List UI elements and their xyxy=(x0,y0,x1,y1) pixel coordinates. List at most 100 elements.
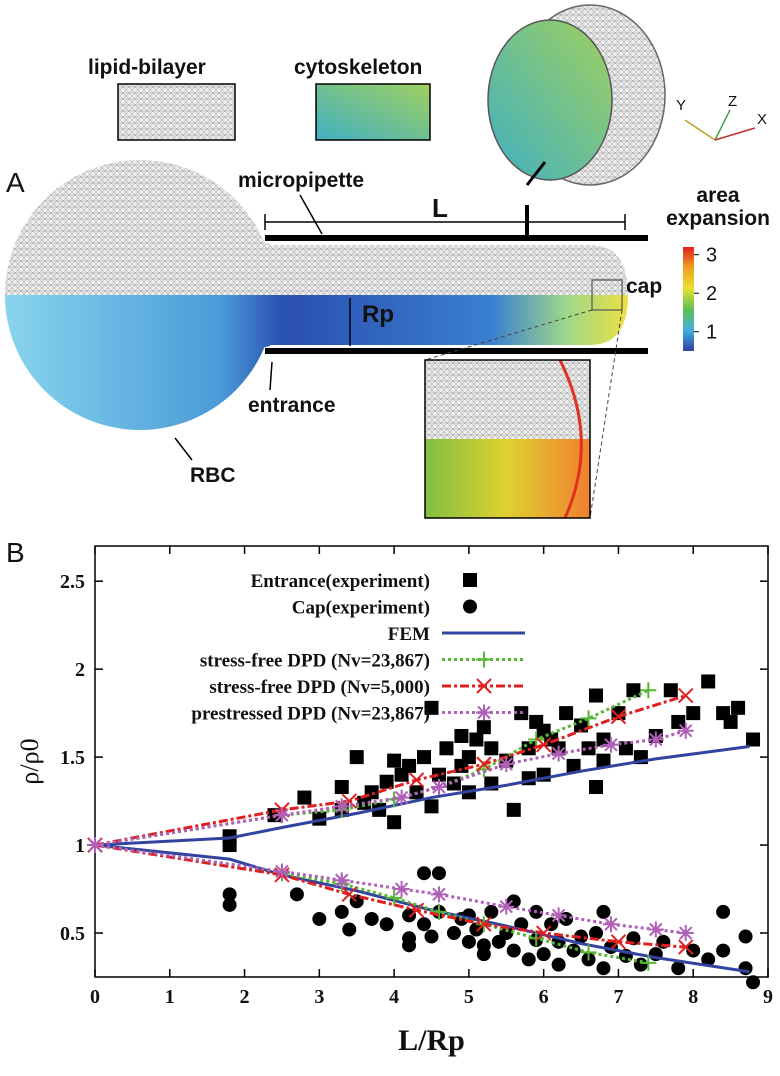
marker xyxy=(678,939,694,955)
marker xyxy=(580,710,597,727)
series-line xyxy=(94,694,687,949)
rbc-shape xyxy=(5,160,628,430)
marker xyxy=(596,961,611,976)
marker xyxy=(446,776,461,791)
marker xyxy=(341,886,357,903)
marker xyxy=(596,732,611,747)
x-tick-label: 1 xyxy=(165,986,175,1008)
marker xyxy=(431,767,446,782)
marker xyxy=(506,802,521,817)
marker xyxy=(677,722,694,739)
marker xyxy=(686,943,701,958)
marker xyxy=(393,881,410,898)
x-tick-label: 9 xyxy=(763,986,773,1008)
marker xyxy=(528,731,545,748)
marker xyxy=(610,708,627,725)
marker xyxy=(334,780,349,795)
marker xyxy=(408,902,425,918)
marker xyxy=(506,943,521,958)
marker xyxy=(602,916,619,933)
marker xyxy=(626,683,641,698)
marker xyxy=(602,736,619,753)
axes-glyph: Y Z X xyxy=(676,93,767,141)
marker xyxy=(566,758,581,773)
x-tick-label: 6 xyxy=(539,986,549,1008)
marker xyxy=(333,872,350,889)
marker xyxy=(222,887,237,902)
marker xyxy=(640,682,657,699)
colorbar: area expansion 1 2 3 xyxy=(666,184,770,351)
marker xyxy=(476,720,491,735)
marker xyxy=(484,904,499,919)
marker xyxy=(550,745,567,762)
marker xyxy=(386,889,403,906)
marker xyxy=(589,688,604,703)
marker xyxy=(633,957,648,972)
marker xyxy=(678,687,694,704)
marker xyxy=(379,774,394,789)
marker xyxy=(402,908,417,923)
y-tick-label: 0.5 xyxy=(60,923,85,945)
legend-label: stress-free DPD (Nv=23,867) xyxy=(200,651,430,672)
marker xyxy=(402,938,417,953)
mesh-sample xyxy=(117,83,236,141)
marker xyxy=(364,911,379,926)
marker xyxy=(647,731,664,748)
x-tick-label: 8 xyxy=(688,986,698,1008)
marker xyxy=(677,925,694,942)
marker xyxy=(333,798,350,815)
marker xyxy=(596,753,611,768)
marker xyxy=(417,917,432,932)
axis-glyph-label: Z xyxy=(728,93,737,110)
marker xyxy=(334,904,349,919)
marker xyxy=(663,683,678,698)
entrance-label: entrance xyxy=(248,394,336,417)
panel-label: B xyxy=(6,537,25,568)
series-line xyxy=(94,729,687,935)
marker xyxy=(536,947,551,962)
marker xyxy=(379,917,394,932)
legend-marker xyxy=(476,651,492,668)
colorbar-title: area xyxy=(696,184,740,207)
marker xyxy=(559,706,574,721)
marker xyxy=(424,799,439,814)
marker xyxy=(408,772,425,788)
colorbar-tick-label: 1 xyxy=(706,322,717,344)
marker xyxy=(387,815,402,830)
marker xyxy=(580,944,597,961)
marker xyxy=(596,904,611,919)
x-tick-label: 4 xyxy=(389,986,399,1008)
marker xyxy=(461,750,476,765)
marker xyxy=(417,866,432,881)
mesh-sample xyxy=(315,83,431,141)
marker xyxy=(222,838,237,853)
marker xyxy=(647,921,664,938)
y-axis-label: ρ/ρ0 xyxy=(15,738,44,784)
cylinder-view xyxy=(487,4,666,186)
marker xyxy=(581,741,596,756)
length-label: L xyxy=(432,193,448,223)
marker xyxy=(87,837,103,854)
marker xyxy=(566,943,581,958)
y-tick-label: 2 xyxy=(75,659,85,681)
marker xyxy=(393,789,410,806)
marker xyxy=(506,894,521,909)
marker xyxy=(289,887,304,902)
marker xyxy=(723,714,738,729)
marker xyxy=(476,916,492,932)
marker xyxy=(454,728,469,743)
marker xyxy=(499,926,514,941)
marker xyxy=(424,700,439,715)
legend-label: Cap(experiment) xyxy=(292,598,430,619)
marker xyxy=(469,922,484,937)
inset xyxy=(424,359,591,519)
marker xyxy=(589,780,604,795)
marker xyxy=(342,922,357,937)
marker xyxy=(671,961,686,976)
legend-marker xyxy=(476,678,492,694)
marker xyxy=(701,952,716,967)
marker xyxy=(716,904,731,919)
marker xyxy=(364,785,379,800)
marker xyxy=(640,954,657,971)
